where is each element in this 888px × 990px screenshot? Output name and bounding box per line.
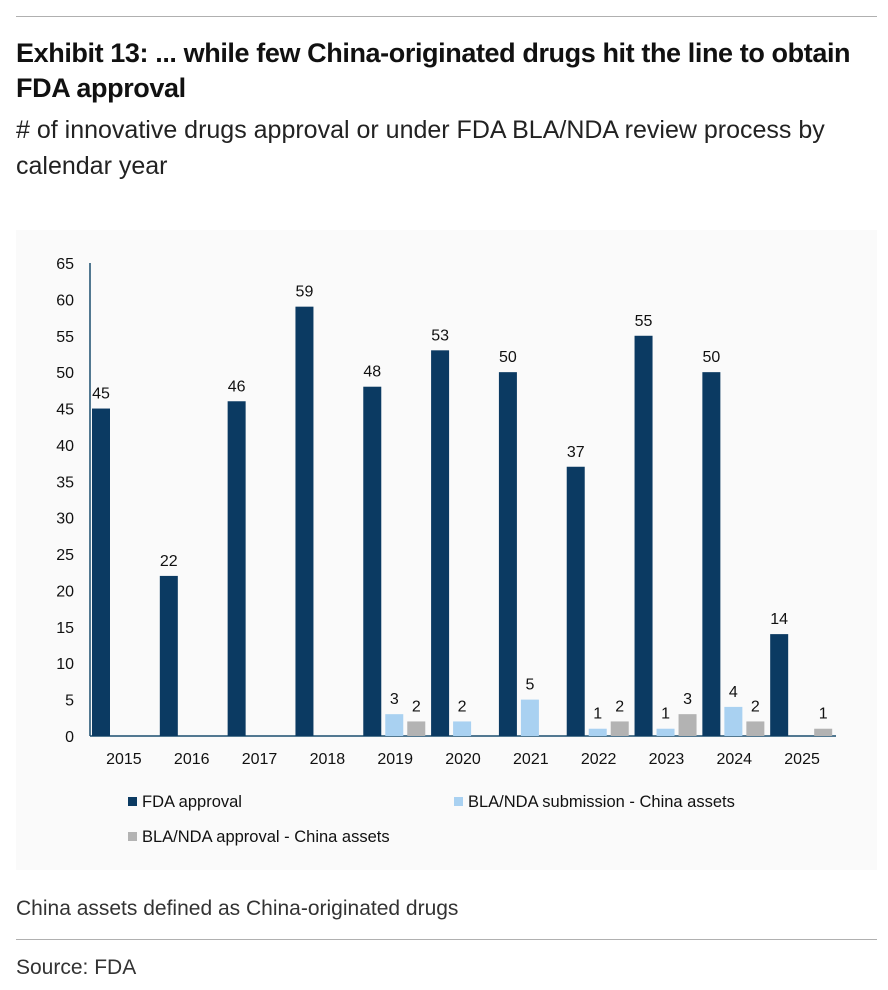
data-label: 14	[770, 611, 788, 628]
data-label: 2	[412, 698, 421, 715]
x-tick-label: 2020	[445, 751, 481, 768]
bar	[520, 699, 539, 736]
bar	[746, 721, 765, 736]
data-label: 37	[567, 444, 585, 461]
data-label: 50	[702, 349, 720, 366]
legend-swatch	[128, 797, 137, 806]
exhibit-subtitle: # of innovative drugs approval or under …	[16, 116, 825, 180]
legend-swatch	[128, 832, 137, 841]
y-tick-label: 55	[56, 329, 74, 346]
data-label: 5	[525, 677, 534, 694]
data-label: 1	[819, 706, 828, 723]
data-label: 2	[458, 698, 467, 715]
data-label: 53	[431, 327, 449, 344]
legend-label: BLA/NDA submission - China assets	[468, 793, 735, 811]
y-tick-label: 40	[56, 438, 74, 455]
y-tick-label: 5	[65, 693, 74, 710]
exhibit-title: Exhibit 13: ... while few China-originat…	[16, 38, 851, 103]
bar	[498, 372, 517, 736]
y-tick-label: 50	[56, 365, 74, 382]
data-label: 48	[363, 364, 381, 381]
bar	[770, 634, 789, 736]
y-tick-label: 65	[56, 256, 74, 273]
y-tick-label: 10	[56, 656, 74, 673]
bottom-divider	[16, 939, 877, 940]
chart-panel: 0 5 10 15 20 25 30 35 40 45 50 55 60 65 45 2015 22 2016 46…	[16, 230, 877, 870]
x-tick-label: 2021	[513, 751, 549, 768]
x-tick-label: 2023	[649, 751, 685, 768]
x-tick-label: 2024	[716, 751, 752, 768]
bar	[385, 714, 404, 736]
data-label: 3	[390, 691, 399, 708]
bar	[453, 721, 472, 736]
x-tick-label: 2022	[581, 751, 617, 768]
bar	[678, 714, 697, 736]
legend-label: BLA/NDA approval - China assets	[142, 828, 390, 846]
bar	[431, 350, 450, 736]
y-tick-label: 30	[56, 511, 74, 528]
bar	[295, 306, 314, 736]
x-tick-label: 2016	[174, 751, 210, 768]
bar	[159, 575, 178, 736]
x-tick-label: 2015	[106, 751, 142, 768]
data-label: 2	[751, 698, 760, 715]
bar-chart: 0510152025303540455055606545201522201646…	[56, 256, 836, 846]
y-tick-label: 25	[56, 547, 74, 564]
bar	[610, 721, 629, 736]
x-tick-label: 2019	[377, 751, 413, 768]
bar	[814, 728, 833, 736]
x-tick-label: 2018	[310, 751, 346, 768]
y-tick-label: 60	[56, 292, 74, 309]
bar	[702, 372, 721, 736]
bar	[588, 728, 607, 736]
y-tick-label: 0	[65, 729, 74, 746]
data-label: 46	[228, 378, 246, 395]
data-label: 4	[729, 684, 738, 701]
footnote: China assets defined as China-originated…	[16, 897, 459, 920]
bar	[363, 386, 382, 736]
y-tick-label: 20	[56, 583, 74, 600]
legend-label: FDA approval	[142, 793, 242, 811]
bar	[407, 721, 426, 736]
x-tick-label: 2025	[784, 751, 820, 768]
bar	[227, 401, 246, 736]
data-label: 59	[296, 284, 314, 301]
data-label: 22	[160, 553, 178, 570]
bar	[656, 728, 675, 736]
legend-swatch	[454, 797, 463, 806]
y-tick-label: 35	[56, 474, 74, 491]
x-tick-label: 2017	[242, 751, 278, 768]
top-divider	[16, 16, 877, 17]
bar	[634, 335, 653, 736]
data-label: 2	[615, 698, 624, 715]
data-label: 3	[683, 691, 692, 708]
data-label: 45	[92, 386, 110, 403]
y-tick-label: 45	[56, 402, 74, 419]
data-label: 55	[635, 313, 653, 330]
y-tick-label: 15	[56, 620, 74, 637]
data-label: 1	[661, 706, 670, 723]
data-label: 1	[593, 706, 602, 723]
source-note: Source: FDA	[16, 956, 137, 979]
bar	[724, 706, 743, 736]
bar	[92, 408, 110, 736]
bar	[566, 466, 585, 736]
data-label: 50	[499, 349, 517, 366]
